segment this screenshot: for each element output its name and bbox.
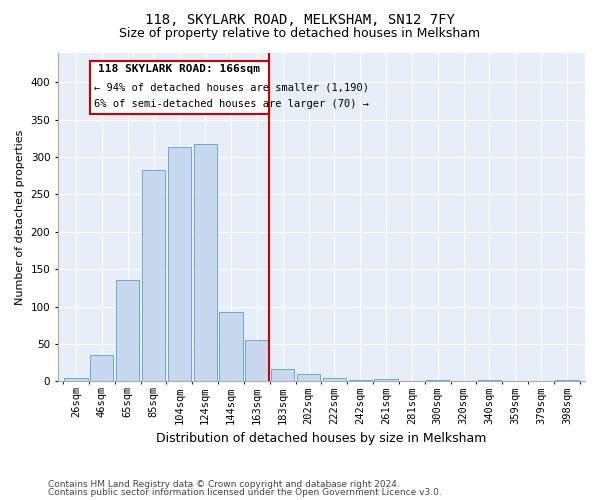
Bar (478, 380, 501, 382)
FancyBboxPatch shape (90, 62, 269, 114)
Bar (220, 312, 242, 382)
X-axis label: Distribution of detached houses by size in Melksham: Distribution of detached houses by size … (156, 432, 487, 445)
Bar (194, 144, 217, 382)
Text: 118, SKYLARK ROAD, MELKSHAM, SN12 7FY: 118, SKYLARK ROAD, MELKSHAM, SN12 7FY (145, 12, 455, 26)
Text: 118 SKYLARK ROAD: 166sqm: 118 SKYLARK ROAD: 166sqm (98, 64, 260, 74)
Bar (64, 378, 88, 382)
Text: Size of property relative to detached houses in Melksham: Size of property relative to detached ho… (119, 28, 481, 40)
Text: ← 94% of detached houses are smaller (1,190): ← 94% of detached houses are smaller (1,… (94, 82, 369, 92)
Bar (323, 378, 346, 382)
Bar (142, 170, 165, 382)
Bar (116, 280, 139, 382)
Bar (349, 380, 372, 382)
Bar (374, 379, 398, 382)
Bar (271, 370, 295, 382)
Bar (426, 380, 449, 382)
Bar (90, 355, 113, 382)
Bar (168, 148, 191, 382)
Text: Contains HM Land Registry data © Crown copyright and database right 2024.: Contains HM Land Registry data © Crown c… (48, 480, 400, 489)
Bar (555, 380, 578, 382)
Text: 6% of semi-detached houses are larger (70) →: 6% of semi-detached houses are larger (7… (94, 99, 369, 109)
Bar (245, 340, 269, 382)
Y-axis label: Number of detached properties: Number of detached properties (15, 129, 25, 304)
Text: Contains public sector information licensed under the Open Government Licence v3: Contains public sector information licen… (48, 488, 442, 497)
Bar (297, 374, 320, 382)
